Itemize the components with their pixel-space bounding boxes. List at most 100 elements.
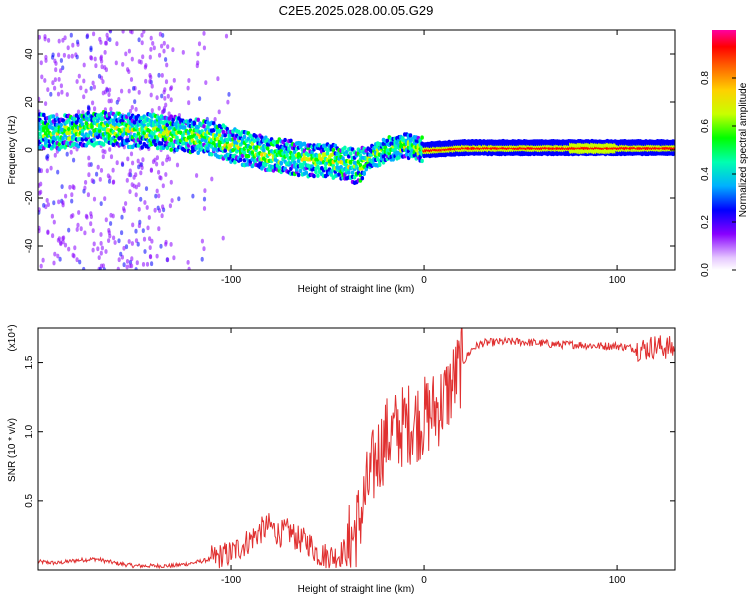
spectrogram-noise-cell — [39, 181, 43, 187]
spectrogram-noise-cell — [109, 106, 113, 112]
spectrogram-ridge-cell — [153, 142, 158, 147]
colorbar-tick-label: 0.4 — [700, 167, 711, 181]
spectrogram-noise-cell — [56, 169, 60, 175]
spectrogram-ridge-cell — [404, 152, 409, 157]
spectrogram-noise-cell — [91, 228, 95, 234]
spectrogram-ridge-cell — [289, 138, 293, 143]
spectrogram-noise-cell — [92, 31, 96, 37]
spectrogram-ridge-cell — [325, 151, 330, 156]
spectrogram-noise-cell — [141, 54, 145, 60]
spectrogram-noise-cell — [175, 162, 180, 168]
spectrogram-noise-cell — [134, 238, 139, 244]
colorbar-label: Normalized spectral amplitude — [738, 82, 749, 217]
spectrogram-noise-cell — [203, 188, 207, 194]
spectrogram-noise-cell — [148, 79, 152, 84]
spectrogram-noise-cell — [171, 47, 175, 53]
spectrogram-noise-cell — [139, 196, 143, 202]
spectrogram-noise-cell — [124, 244, 129, 250]
spectrogram-noise-cell — [157, 105, 161, 111]
spectrogram-noise-cell — [143, 249, 147, 254]
spectrogram-ridge-cell — [420, 135, 424, 140]
spectrogram-noise-cell — [160, 73, 164, 78]
spectrogram-noise-cell — [51, 233, 55, 239]
spectrogram-noise-cell — [56, 237, 61, 243]
spectrogram-ridge-cell — [296, 172, 301, 178]
spectrogram-noise-cell — [49, 165, 53, 171]
spectrogram-ridge-cell — [209, 152, 214, 157]
spectrogram-ridge-cell — [169, 137, 173, 143]
spectrogram-noise-cell — [127, 88, 131, 94]
snr-y-label: SNR (10 * v/v) — [7, 418, 18, 482]
spectrogram-noise-cell — [72, 157, 76, 163]
spectrogram-noise-cell — [89, 45, 93, 51]
spectrogram-noise-cell — [39, 168, 44, 174]
spectrogram-noise-cell — [169, 97, 173, 103]
spectrogram-noise-cell — [202, 45, 206, 51]
spectrogram-ridge-cell — [312, 173, 316, 179]
spectrogram-noise-cell — [76, 222, 80, 228]
spectrogram-noise-cell — [85, 34, 89, 40]
spectrogram-ridge-cell — [217, 143, 222, 148]
spectrogram-ridge-cell — [182, 125, 187, 130]
spectrogram-noise-cell — [91, 100, 95, 106]
spectrogram-noise-cell — [79, 85, 83, 91]
spectrogram-noise-cell — [149, 47, 153, 52]
spectrogram-noise-cell — [96, 164, 100, 170]
snr-y-tick-label: 1.0 — [24, 424, 35, 438]
spectrogram-noise-cell — [125, 259, 130, 264]
spectrogram-noise-cell — [83, 185, 87, 191]
spectrogram-ridge-cell — [92, 137, 96, 142]
spectrogram-noise-cell — [127, 172, 131, 178]
spectrogram-ridge-cell — [163, 137, 168, 142]
spectrogram-noise-cell — [101, 154, 105, 160]
spectrogram-ridge-cell — [98, 128, 102, 134]
spectrogram-ridge-cell — [304, 170, 309, 175]
spectrogram-noise-cell — [167, 111, 171, 117]
spectrogram-noise-cell — [155, 95, 159, 100]
colorbar: 0.0 0.2 0.4 0.6 0.8 Normalized spectral ampl… — [700, 30, 749, 277]
spectrogram-noise-cell — [68, 184, 72, 190]
spectrogram-noise-cell — [164, 241, 168, 247]
spectrogram-noise-cell — [166, 44, 170, 49]
spectrogram-noise-cell — [139, 59, 143, 65]
spectrogram-noise-cell — [67, 246, 71, 252]
spectrogram-noise-cell — [122, 208, 126, 214]
spectrogram-noise-cell — [130, 56, 134, 62]
spectrogram-ridge-cell — [298, 168, 303, 174]
spectrogram-noise-cell — [160, 43, 164, 49]
spectrogram-noise-cell — [125, 264, 129, 270]
spectrogram-noise-cell — [52, 219, 56, 225]
spectrogram-x-tick-label: 0 — [421, 275, 427, 286]
snr-x-label: Height of straight line (km) — [298, 584, 415, 595]
spectrogram-noise-cell — [127, 239, 131, 244]
spectrogram-noise-cell — [109, 154, 114, 160]
spectrogram-noise-cell — [86, 192, 90, 198]
spectrogram-ridge-cell — [211, 121, 216, 126]
spectrogram-ridge-cell — [279, 160, 284, 166]
spectrogram-noise-cell — [217, 109, 221, 115]
spectrogram-noise-cell — [159, 243, 163, 249]
spectrogram-noise-cell — [51, 80, 55, 86]
spectrogram-noise-cell — [107, 92, 111, 97]
spectrogram-ridge-cell — [101, 142, 106, 147]
spectrogram-ridge-cell — [277, 165, 282, 170]
spectrogram-noise-cell — [169, 242, 173, 247]
spectrogram-noise-cell — [132, 175, 136, 180]
spectrogram-noise-cell — [166, 93, 170, 99]
spectrogram-noise-cell — [136, 241, 140, 247]
spectrogram-noise-cell — [200, 256, 204, 262]
spectrogram-noise-cell — [46, 230, 50, 236]
spectrogram-noise-cell — [197, 41, 202, 47]
snr-x-tick-label: 0 — [421, 575, 427, 586]
spectrogram-ridge-cell — [59, 122, 63, 128]
spectrogram-noise-cell — [165, 62, 169, 68]
spectrogram-noise-cell — [132, 86, 136, 91]
spectrogram-noise-cell — [70, 53, 74, 59]
spectrogram-noise-cell — [158, 52, 162, 58]
spectrogram-noise-cell — [99, 263, 103, 269]
spectrogram-noise-cell — [54, 67, 58, 73]
spectrogram-noise-cell — [143, 200, 147, 205]
spectrogram-noise-cell — [157, 169, 161, 175]
spectrogram-noise-cell — [75, 227, 79, 232]
